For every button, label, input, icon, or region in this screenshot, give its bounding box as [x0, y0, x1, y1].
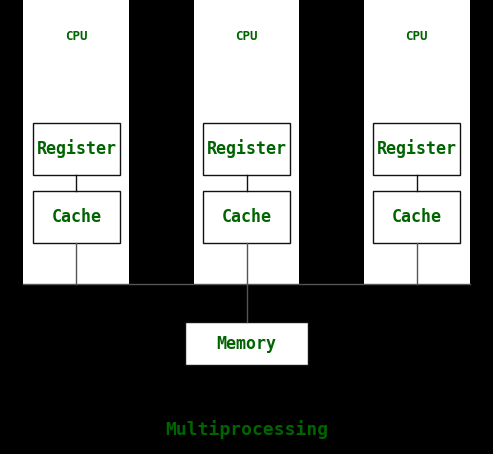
FancyBboxPatch shape — [374, 123, 459, 175]
Text: Register: Register — [377, 139, 457, 158]
FancyBboxPatch shape — [363, 0, 469, 284]
Text: Register: Register — [36, 139, 116, 158]
FancyBboxPatch shape — [374, 191, 459, 243]
Text: Cache: Cache — [391, 208, 442, 226]
FancyBboxPatch shape — [34, 191, 119, 243]
FancyBboxPatch shape — [203, 123, 289, 175]
FancyBboxPatch shape — [34, 123, 119, 175]
Text: Cache: Cache — [221, 208, 272, 226]
FancyBboxPatch shape — [203, 191, 289, 243]
Text: CPU: CPU — [405, 30, 428, 43]
Text: Multiprocessing: Multiprocessing — [165, 419, 328, 439]
Text: CPU: CPU — [235, 30, 258, 43]
Text: Memory: Memory — [216, 335, 277, 353]
FancyBboxPatch shape — [185, 322, 308, 365]
Text: CPU: CPU — [65, 30, 88, 43]
Text: Register: Register — [207, 139, 286, 158]
FancyBboxPatch shape — [24, 0, 129, 284]
Text: Cache: Cache — [51, 208, 102, 226]
FancyBboxPatch shape — [193, 0, 300, 284]
